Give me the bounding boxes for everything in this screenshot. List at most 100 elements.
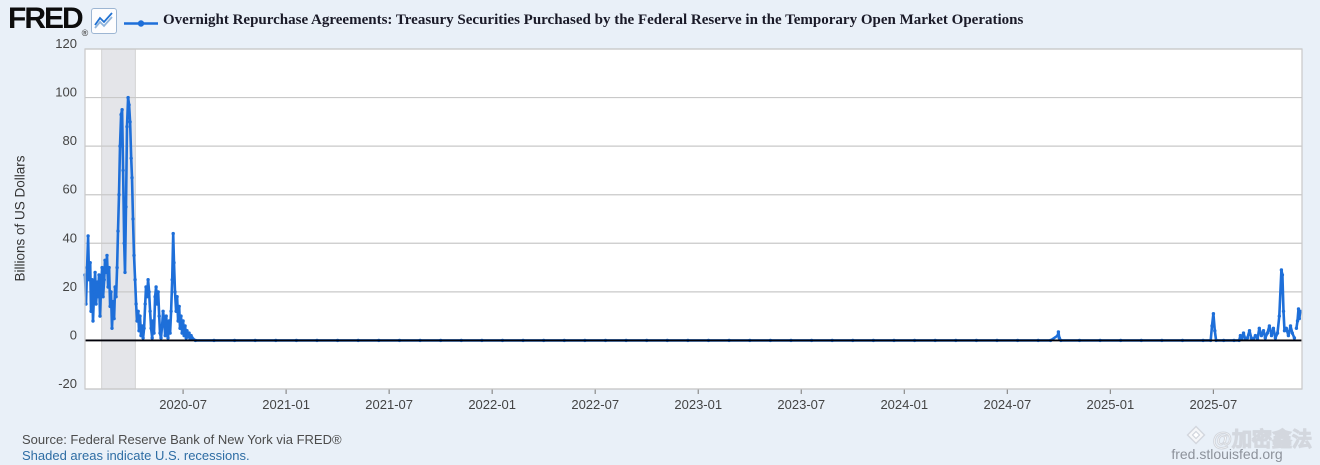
x-tick-label: 2023-07 <box>777 397 825 412</box>
fred-logo[interactable]: FRED® <box>8 2 89 38</box>
data-point-marker <box>92 290 96 294</box>
data-point-marker <box>101 295 105 299</box>
data-point-marker <box>102 278 106 282</box>
x-tick-label: 2021-01 <box>262 397 310 412</box>
data-point-marker <box>1247 329 1252 333</box>
data-point-marker <box>1294 326 1299 330</box>
data-point-marker <box>1267 324 1272 328</box>
data-point-marker <box>140 324 144 328</box>
data-point-marker <box>104 270 108 275</box>
data-point-marker <box>1277 314 1282 318</box>
data-point-marker <box>169 309 173 313</box>
x-tick-label: 2025-01 <box>1087 397 1135 412</box>
data-point-marker <box>167 319 171 323</box>
data-point-marker <box>153 295 157 299</box>
data-point-marker <box>124 205 128 209</box>
data-point-marker <box>165 326 169 330</box>
data-point-marker <box>142 326 146 330</box>
data-point-marker <box>138 314 142 318</box>
data-point-marker <box>133 278 137 282</box>
y-tick-label: 80 <box>63 133 77 148</box>
data-point-marker <box>1245 336 1250 340</box>
data-point-marker <box>1241 331 1246 335</box>
data-point-marker <box>109 290 113 294</box>
data-point-marker <box>137 329 141 333</box>
data-point-marker <box>113 285 117 289</box>
data-point-marker <box>1280 273 1285 277</box>
data-point-marker <box>155 302 159 306</box>
data-point-marker <box>107 265 111 270</box>
data-point-marker <box>148 309 152 313</box>
y-tick-label: 100 <box>55 85 77 100</box>
data-point-marker <box>1295 319 1300 323</box>
data-point-marker <box>1288 324 1293 328</box>
data-point-marker <box>120 108 124 112</box>
data-point-marker <box>88 261 92 265</box>
data-point-marker <box>168 331 172 335</box>
data-point-marker <box>175 295 179 299</box>
data-point-marker <box>1210 324 1214 328</box>
data-point-marker <box>130 176 134 180</box>
data-point-marker <box>121 168 125 173</box>
data-point-marker <box>141 336 145 340</box>
data-point-marker <box>112 316 116 321</box>
data-point-marker <box>110 326 114 330</box>
data-point-marker <box>1290 331 1295 335</box>
data-point-marker <box>1281 309 1286 313</box>
series-legend-marker <box>123 16 159 34</box>
data-point-marker <box>89 309 93 313</box>
data-point-marker <box>145 295 149 299</box>
data-point-marker <box>1261 329 1266 333</box>
data-point-marker <box>129 156 133 160</box>
data-point-marker <box>1279 268 1284 272</box>
data-point-marker <box>1238 333 1243 338</box>
data-point-marker <box>117 193 121 197</box>
data-point-marker <box>172 261 176 265</box>
data-point-marker <box>123 270 127 275</box>
data-point-marker <box>1263 336 1268 340</box>
x-tick-label: 2025-07 <box>1190 397 1238 412</box>
data-point-marker <box>1273 336 1278 340</box>
watermark-url: fred.stlouisfed.org <box>1171 446 1283 462</box>
data-point-marker <box>95 280 99 284</box>
data-point-marker <box>151 319 155 323</box>
watermark-handle: @加密鑫法 <box>1212 428 1313 451</box>
data-point-marker <box>181 319 185 323</box>
data-point-marker <box>177 304 181 309</box>
data-point-marker <box>86 234 90 238</box>
diamond-logo-icon <box>1183 422 1209 453</box>
data-point-marker <box>1286 333 1291 338</box>
data-point-marker <box>99 285 103 289</box>
data-point-marker <box>1284 326 1289 330</box>
data-point-marker <box>146 278 150 282</box>
data-point-marker <box>98 314 102 318</box>
data-point-marker <box>106 285 110 289</box>
data-point-marker <box>185 329 189 333</box>
data-point-marker <box>128 120 132 124</box>
data-point-marker <box>183 324 187 328</box>
data-point-marker <box>154 285 158 289</box>
data-point-marker <box>186 335 190 339</box>
data-point-marker <box>1211 312 1216 316</box>
data-point-marker <box>162 319 166 323</box>
data-point-marker <box>103 258 107 262</box>
data-point-marker <box>171 231 175 236</box>
data-point-marker <box>179 314 183 318</box>
x-tick-label: 2024-07 <box>983 397 1031 412</box>
data-point-marker <box>108 304 112 309</box>
data-point-marker <box>182 333 186 338</box>
data-point-marker <box>156 290 160 294</box>
sparkline-chart-icon <box>91 8 117 34</box>
recession-note-link[interactable]: Shaded areas indicate U.S. recessions. <box>22 448 250 463</box>
plot-area[interactable] <box>85 49 1302 389</box>
data-point-marker <box>139 333 143 338</box>
x-tick-label: 2020-07 <box>159 397 207 412</box>
data-point-marker <box>1275 331 1280 335</box>
data-point-marker <box>116 229 120 233</box>
data-point-marker <box>1296 307 1301 311</box>
data-point-marker <box>1259 333 1264 338</box>
data-point-marker <box>143 302 147 306</box>
data-point-marker <box>163 333 167 338</box>
data-point-marker <box>173 290 177 294</box>
